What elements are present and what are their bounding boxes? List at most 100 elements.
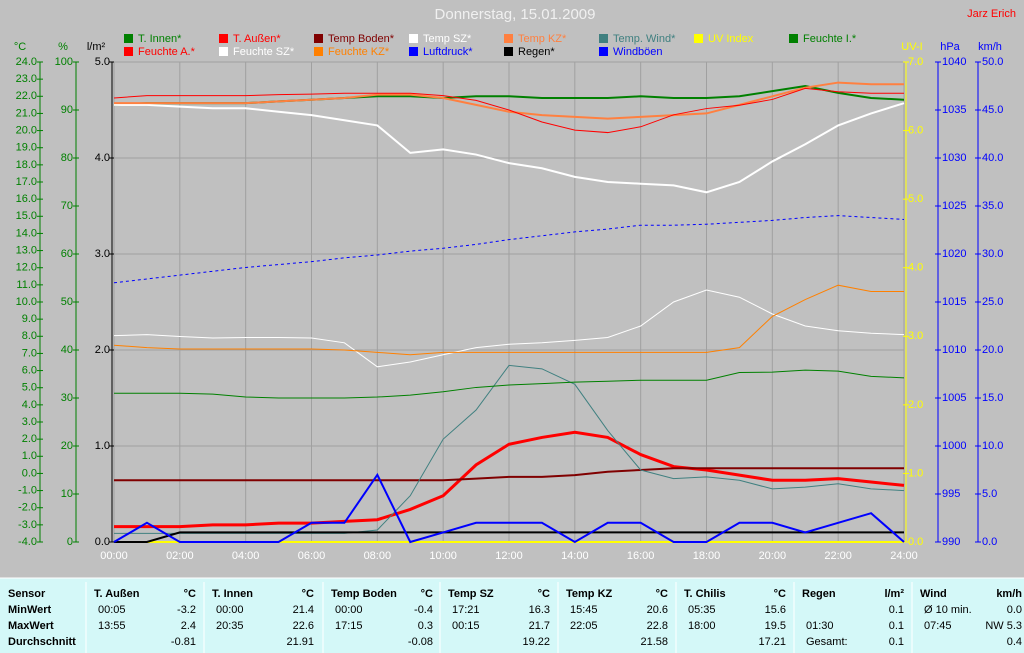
y-tick-label: 20.0 — [16, 124, 37, 136]
legend-label: UV Index — [708, 33, 754, 45]
y-tick-label: 1030 — [942, 152, 966, 164]
column-unit: °C — [538, 588, 550, 600]
legend-swatch — [124, 34, 133, 43]
column-unit: l/m² — [884, 588, 904, 600]
y-tick-label: 1035 — [942, 104, 966, 116]
column-name: Regen — [802, 588, 836, 600]
series-line — [114, 102, 905, 194]
y-tick-label: 2.0 — [22, 433, 37, 445]
legend-swatch — [219, 34, 228, 43]
y-tick-label: 90 — [61, 104, 73, 116]
cell-time: 07:45 — [924, 620, 952, 632]
column-unit: °C — [774, 588, 786, 600]
y-tick-label: 18.0 — [16, 159, 37, 171]
y-tick-label: 9.0 — [22, 313, 37, 325]
legend-swatch — [314, 34, 323, 43]
y-tick-label: 60 — [61, 248, 73, 260]
axis-unit: l/m² — [87, 41, 106, 53]
y-tick-label: 16.0 — [16, 193, 37, 205]
y-tick-label: 1010 — [942, 344, 966, 356]
legend-swatch — [314, 47, 323, 56]
legend-swatch — [504, 34, 513, 43]
y-tick-label: 5.0 — [95, 56, 110, 68]
series-line — [114, 531, 904, 543]
y-tick-label: 3.0 — [908, 330, 923, 342]
cell-value: 19.5 — [765, 620, 786, 632]
cell-time: 05:35 — [688, 604, 716, 616]
y-tick-label: 5.0 — [22, 382, 37, 394]
column-name: Temp KZ — [566, 588, 613, 600]
cell-time: 17:15 — [335, 620, 363, 632]
cell-value: 2.4 — [181, 620, 196, 632]
legend-swatch — [789, 34, 798, 43]
cell-value: 21.7 — [529, 620, 550, 632]
y-tick-label: 5.0 — [908, 193, 923, 205]
y-tick-label: 25.0 — [982, 296, 1003, 308]
y-tick-label: 13.0 — [16, 244, 37, 256]
column-unit: °C — [184, 588, 196, 600]
stats-panel — [0, 578, 1024, 653]
x-tick-label: 02:00 — [166, 550, 194, 562]
y-tick-label: 40.0 — [982, 152, 1003, 164]
x-tick-label: 06:00 — [298, 550, 326, 562]
legend-label: Temp Boden* — [328, 33, 395, 45]
y-tick-label: 0 — [67, 536, 73, 548]
table-header: Sensor — [8, 588, 46, 600]
legend-label: Temp SZ* — [423, 33, 472, 45]
cell-value: -3.2 — [177, 604, 196, 616]
x-tick-label: 24:00 — [890, 550, 918, 562]
y-tick-label: 45.0 — [982, 104, 1003, 116]
column-name: T. Chilis — [684, 588, 726, 600]
row-label: Durchschnitt — [8, 636, 76, 648]
cell-value: 21.4 — [293, 604, 314, 616]
y-tick-label: 6.0 — [22, 364, 37, 376]
y-tick-label: 15.0 — [982, 392, 1003, 404]
author: Jarz Erich — [967, 8, 1016, 20]
y-tick-label: 995 — [942, 488, 960, 500]
y-tick-label: 24.0 — [16, 56, 37, 68]
legend-swatch — [599, 47, 608, 56]
column-name: Temp SZ — [448, 588, 494, 600]
series-line — [114, 369, 905, 399]
y-tick-label: 3.0 — [95, 248, 110, 260]
legend-swatch — [124, 47, 133, 56]
series-line — [113, 215, 905, 284]
y-tick-label: 8.0 — [22, 330, 37, 342]
cell-value: 0.3 — [418, 620, 433, 632]
y-tick-label: 2.0 — [95, 344, 110, 356]
y-tick-label: 1020 — [942, 248, 966, 260]
chart-title: Donnerstag, 15.01.2009 — [435, 6, 596, 23]
column-name: T. Außen — [94, 588, 140, 600]
axis-unit: % — [58, 41, 68, 53]
y-tick-label: 40 — [61, 344, 73, 356]
series-line — [114, 430, 905, 529]
legend-swatch — [409, 47, 418, 56]
series-line — [114, 467, 904, 482]
cell-value: 19.22 — [522, 636, 550, 648]
x-tick-label: 22:00 — [824, 550, 852, 562]
y-tick-label: 21.0 — [16, 107, 37, 119]
legend-swatch — [504, 47, 513, 56]
y-tick-label: 1.0 — [22, 450, 37, 462]
legend-label: Feuchte SZ* — [233, 46, 295, 58]
legend-label: Feuchte A.* — [138, 46, 196, 58]
x-tick-label: 16:00 — [627, 550, 655, 562]
legend-label: Temp. Wind* — [613, 33, 676, 45]
series-line — [114, 364, 905, 534]
cell-value: 22.6 — [293, 620, 314, 632]
cell-value: -0.08 — [408, 636, 433, 648]
column-unit: °C — [302, 588, 314, 600]
cell-time: 20:35 — [216, 620, 244, 632]
cell-time: 18:00 — [688, 620, 716, 632]
y-tick-label: 11.0 — [16, 279, 37, 291]
cell-value: -0.4 — [414, 604, 433, 616]
y-tick-label: 12.0 — [16, 262, 37, 274]
y-tick-label: 50 — [61, 296, 73, 308]
y-tick-label: 35.0 — [982, 200, 1003, 212]
column-unit: km/h — [996, 588, 1022, 600]
cell-value: 20.6 — [647, 604, 668, 616]
legend-label: Temp KZ* — [518, 33, 567, 45]
y-tick-label: 0.0 — [95, 536, 110, 548]
y-tick-label: 1000 — [942, 440, 966, 452]
cell-value: 0.0 — [1007, 604, 1022, 616]
